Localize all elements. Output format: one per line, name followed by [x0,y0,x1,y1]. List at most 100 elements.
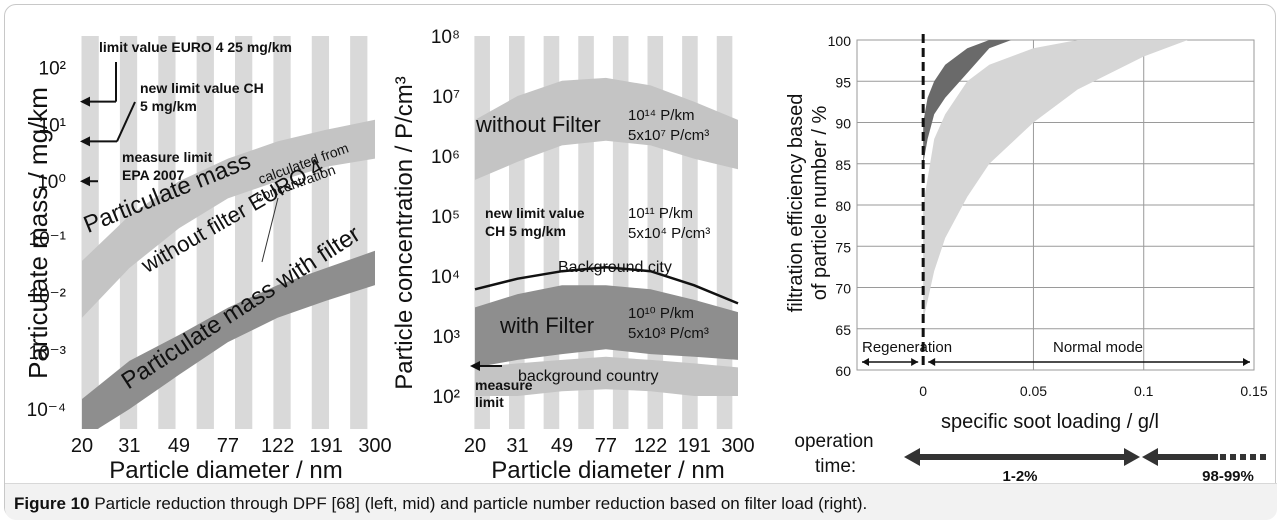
x-tick-label: 191 [677,435,710,457]
left-plot-area [81,36,375,429]
band-light [923,40,1188,321]
x-tick-label: 300 [358,435,391,457]
annotation-ch-limit: new limit value CH [140,80,264,96]
arrow-head [904,448,920,466]
arrow-head [911,358,919,366]
x-tick-label: 31 [506,435,528,457]
arrow-head [470,361,480,371]
y-axis-label: Particle concentration / P/cm³ [391,76,418,389]
figure-label: Figure 10 [14,494,90,513]
arrow-head [1142,448,1158,466]
x-axis-label: specific soot loading / g/l [941,411,1159,433]
band-with-filter [475,285,738,368]
label-background-country: background country [518,368,659,385]
background-stripe [273,36,291,429]
arrow-head [1243,358,1250,366]
y-tick-label: 75 [835,239,851,255]
label-without-filter-cm: 5x10⁷ P/cm³ [628,127,709,144]
label-new-limit-2: CH 5 mg/km [485,223,566,239]
band-without-filter [475,77,738,180]
band-without-filter [82,119,375,318]
background-stripe [81,36,99,429]
y-tick-label: 10⁴ [431,267,460,288]
x-tick-label: 122 [634,435,667,457]
y-axis-label-line-2: of particle number / % [809,106,831,301]
arrow-head [80,96,90,107]
arrow-head [928,358,936,366]
y-tick-label: 10⁻² [29,286,67,307]
label-percent-regeneration: 1-2% [1002,468,1037,485]
label-background-city: Background city [558,259,672,276]
y-tick-label: 10¹ [39,115,66,136]
arrow-head [80,136,90,147]
label-measure-2: limit [475,394,504,410]
line-background-city [474,265,739,305]
right-plot-area [923,40,1188,321]
x-tick-label: 0.15 [1240,383,1267,399]
annotation-ch-limit-value: 5 mg/km [140,98,197,114]
band-dark [923,40,1012,164]
y-tick-label: 10⁸ [431,27,460,48]
middle-plot-area [474,36,739,429]
y-tick-label: 90 [835,116,851,132]
label-normal-mode: Normal mode [1053,339,1143,356]
label-with-filter: with Filter [499,313,594,338]
x-tick-label: 0 [919,383,927,399]
x-tick-label: 122 [261,435,294,457]
y-tick-label: 10⁻¹ [29,229,67,250]
figure-caption: Figure 10 Particle reduction through DPF… [5,483,1277,520]
label-measure-1: measure [475,377,533,393]
annotation-epa: EPA 2007 [122,167,184,183]
caption-text: Particle reduction through DPF [68] (lef… [94,494,868,513]
arrow-head [862,358,869,366]
label-operation: operation [794,431,873,452]
right-chart: 100 95 90 85 80 75 70 65 60 0 0.05 0.1 0.15 specific … [785,33,1268,485]
x-tick-label: 20 [464,435,486,457]
band-background-country [475,356,738,396]
band-with-filter [82,250,375,429]
y-tick-label: 10² [433,387,460,408]
x-tick-label: 77 [217,435,239,457]
y-tick-label: 10⁻³ [29,343,67,364]
x-tick-label: 31 [118,435,140,457]
arrow-head [80,176,90,187]
label-regeneration: Regeneration [862,339,952,356]
label-without-filter: without Filter [475,112,601,137]
label-new-limit-km: 10¹¹ P/km [628,205,693,222]
y-axis-label: Particulate mass / mg/km [23,87,53,379]
arrow-head [1124,448,1140,466]
y-tick-label: 10⁵ [431,207,460,228]
y-tick-label: 85 [835,157,851,173]
label-with-filter-km: 10¹⁰ P/km [628,305,694,322]
y-tick-label: 60 [835,363,851,379]
label-without-filter-km: 10¹⁴ P/km [628,107,694,124]
x-tick-label: 0.1 [1134,383,1154,399]
x-tick-label: 300 [721,435,754,457]
y-tick-label: 95 [835,74,851,90]
x-axis-label: Particle diameter / nm [491,457,724,484]
annotation-measure-limit: measure limit [122,149,213,165]
left-chart: 10² 10¹ 10⁰ 10⁻¹ 10⁻² 10⁻³ 10⁻⁴20 31 49 77 122 191 3… [23,36,392,484]
label-time: time: [815,456,856,477]
x-tick-label: 77 [595,435,617,457]
y-tick-label: 80 [835,198,851,214]
limit-leader [116,101,136,142]
y-tick-label: 70 [835,281,851,297]
y-tick-label: 65 [835,322,851,338]
y-tick-label: 100 [828,33,852,49]
x-tick-label: 191 [309,435,342,457]
x-tick-label: 0.05 [1020,383,1047,399]
label-new-limit-1: new limit value [485,205,585,221]
callout-line [261,197,279,263]
y-axis-label-line-1: filtration efficiency based [785,94,807,313]
y-tick-label: 10⁶ [431,147,460,168]
x-axis-label: Particle diameter / nm [109,457,342,484]
x-tick-label: 49 [168,435,190,457]
x-tick-label: 49 [551,435,573,457]
label-new-limit-cm: 5x10⁴ P/cm³ [628,225,710,242]
y-tick-label: 10³ [433,327,460,348]
y-tick-label: 10² [39,58,66,79]
background-stripe [311,36,330,429]
